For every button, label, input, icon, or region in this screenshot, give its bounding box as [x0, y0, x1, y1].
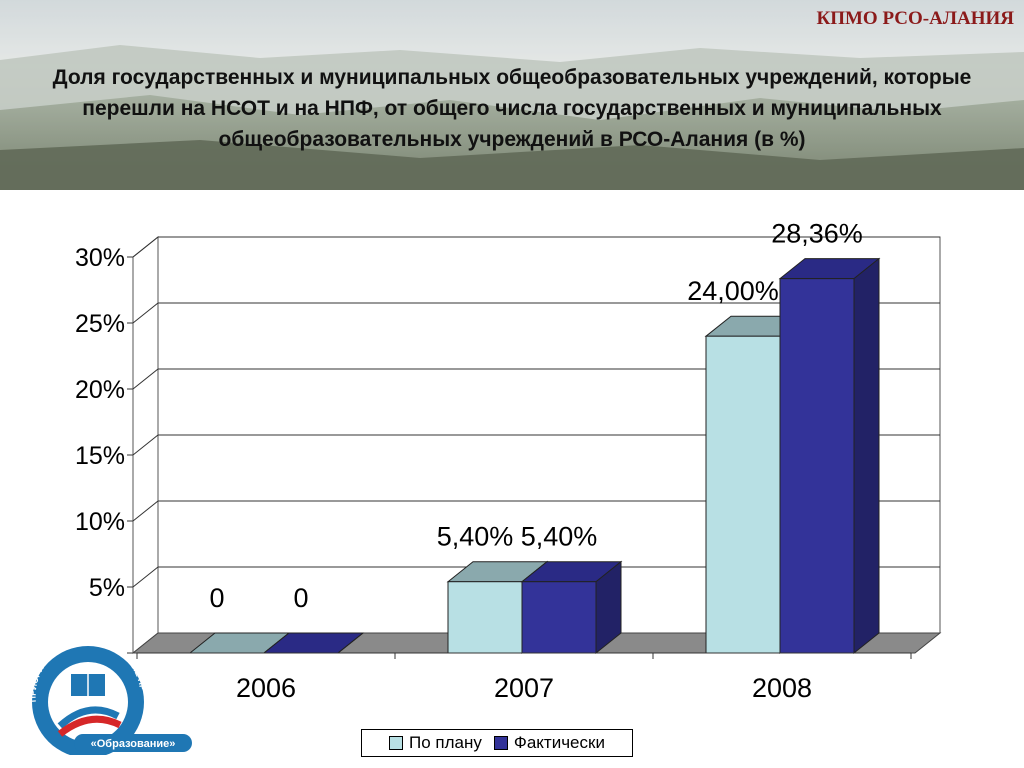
chart-legend: По плану Фактически [361, 729, 633, 757]
legend-item-actual: Фактически [493, 733, 605, 753]
gridline [132, 566, 940, 588]
bar [521, 581, 597, 654]
data-label: 24,00% [687, 276, 779, 306]
bar [779, 278, 855, 654]
data-label: 0 [209, 583, 224, 613]
data-label: 28,36% [771, 219, 863, 249]
gridline [132, 500, 940, 522]
data-label: 5,40% [521, 522, 598, 552]
x-tick-label: 2008 [752, 673, 812, 703]
y-tick-label: 15% [75, 442, 125, 470]
y-tick-label: 5% [89, 574, 125, 602]
education-project-logo: ПРИОРИТЕТНЫЕ НАЦИОНАЛЬНЫЕ ПРОЕКТЫ «Образ… [14, 630, 192, 755]
legend-label-plan: По плану [409, 733, 482, 752]
bar-side [853, 257, 880, 655]
logo-banner-text: «Образование» [91, 738, 176, 750]
gridline [132, 302, 940, 324]
legend-swatch-plan [389, 736, 404, 750]
logo-banner [74, 734, 192, 752]
data-label: 0 [293, 583, 308, 613]
x-tick-label: 2006 [236, 673, 296, 703]
landscape-background [0, 0, 1024, 190]
y-tick-label: 30% [75, 244, 125, 272]
logo-wave-blue [57, 706, 120, 729]
y-tick-label: 25% [75, 310, 125, 338]
y-tick-label: 20% [75, 376, 125, 404]
gridline [132, 236, 940, 258]
legend-item-plan: По плану [389, 733, 482, 753]
bar-side [337, 632, 364, 654]
gridline [132, 434, 940, 456]
legend-swatch-actual [493, 736, 508, 750]
organization-label: КПМО РСО-АЛАНИЯ [816, 8, 1014, 29]
page-title: Доля государственных и муниципальных общ… [52, 66, 972, 151]
y-tick-label: 10% [75, 508, 125, 536]
logo-wave-red [57, 715, 122, 737]
gridline [132, 368, 940, 390]
legend-label-actual: Фактически [513, 733, 605, 752]
bar [447, 581, 523, 654]
data-label: 5,40% [437, 522, 514, 552]
bar [705, 335, 781, 654]
x-tick-label: 2007 [494, 673, 554, 703]
header-banner: КПМО РСО-АЛАНИЯ Доля государственных и м… [0, 0, 1024, 190]
